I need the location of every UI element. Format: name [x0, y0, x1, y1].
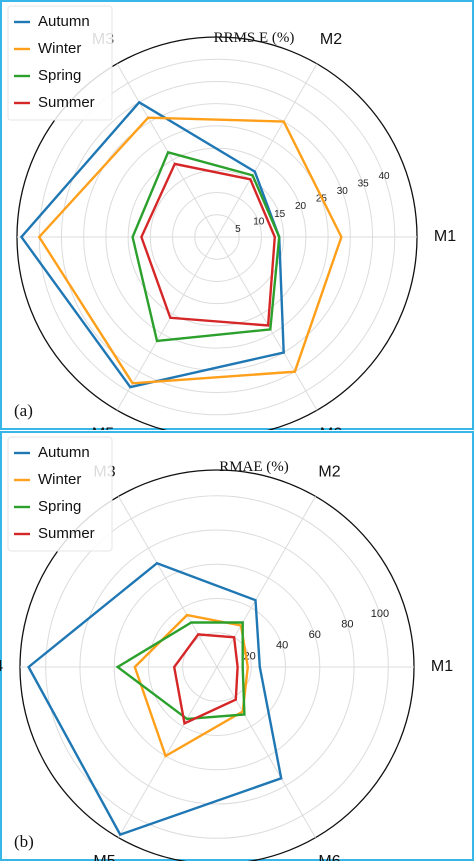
axis-label-m4: M4: [0, 658, 3, 675]
grid-spoke: [216, 236, 318, 411]
legend-label-autumn: Autumn: [38, 444, 90, 461]
radial-tick-label: 40: [378, 171, 390, 182]
grid-spoke: [118, 496, 218, 668]
grid-spoke: [216, 666, 316, 838]
panel-label: (b): [14, 832, 34, 851]
radial-tick-label: 40: [276, 640, 288, 652]
radial-tick-label: 5: [235, 224, 241, 235]
series-polygon-autumn: [27, 561, 283, 837]
radial-tick-label: 30: [337, 186, 349, 197]
series-polygon-summer: [140, 162, 277, 327]
series-polygon-spring: [115, 621, 246, 721]
legend-label-autumn: Autumn: [38, 13, 90, 30]
radar-chart-a: 510152025303540M1M2M3M4M5M6RRMS E (%)Aut…: [0, 0, 474, 430]
grid-spoke: [216, 63, 318, 238]
radar-panel-b: 20406080100M1M2M3M4M5M6RMAE (%)AutumnWin…: [0, 431, 474, 861]
panel-border: [0, 0, 474, 430]
axis-label-m2: M2: [320, 31, 342, 48]
chart-title: RMAE (%): [219, 459, 289, 475]
radial-tick-label: 100: [371, 608, 389, 620]
series-polygon-winter: [37, 116, 343, 385]
legend-box: [7, 5, 113, 121]
radar-panel-a: 510152025303540M1M2M3M4M5M6RRMS E (%)Aut…: [0, 0, 474, 430]
legend-label-winter: Winter: [38, 40, 81, 57]
grid-spoke: [116, 63, 218, 238]
series-polygon-autumn: [19, 100, 285, 389]
series-polygon-summer: [172, 633, 239, 726]
axis-label-m1: M1: [431, 658, 453, 675]
chart-title: RRMS E (%): [214, 30, 295, 46]
axis-label-m6: M6: [318, 853, 340, 861]
axis-label-m1: M1: [434, 228, 456, 245]
radial-tick-label: 60: [309, 629, 321, 641]
radial-tick-label: 20: [295, 201, 307, 212]
series-polygon-spring: [131, 150, 281, 343]
axis-label-m5: M5: [92, 426, 114, 430]
radial-tick-label: 10: [253, 216, 265, 227]
panel-border: [0, 431, 474, 861]
axis-label-m2: M2: [318, 463, 340, 480]
grid-spoke: [216, 496, 316, 668]
legend-label-spring: Spring: [38, 498, 81, 515]
legend-label-summer: Summer: [38, 94, 95, 111]
panel-label: (a): [14, 401, 33, 420]
axis-label-m5: M5: [93, 853, 115, 861]
radar-chart-b: 20406080100M1M2M3M4M5M6RMAE (%)AutumnWin…: [0, 431, 474, 861]
legend: Autumn Winter Spring Summer: [7, 5, 113, 121]
legend-label-summer: Summer: [38, 525, 95, 542]
radial-tick-label: 15: [274, 209, 286, 220]
legend-label-winter: Winter: [38, 471, 81, 488]
series-polygon-winter: [133, 613, 250, 758]
radial-tick-label: 35: [358, 178, 370, 189]
axis-label-m6: M6: [320, 426, 342, 430]
legend-box: [7, 436, 113, 552]
grid-spoke: [116, 236, 218, 411]
grid-spoke: [118, 666, 218, 838]
legend-label-spring: Spring: [38, 67, 81, 84]
radial-tick-label: 80: [341, 619, 353, 631]
legend: Autumn Winter Spring Summer: [7, 436, 113, 552]
